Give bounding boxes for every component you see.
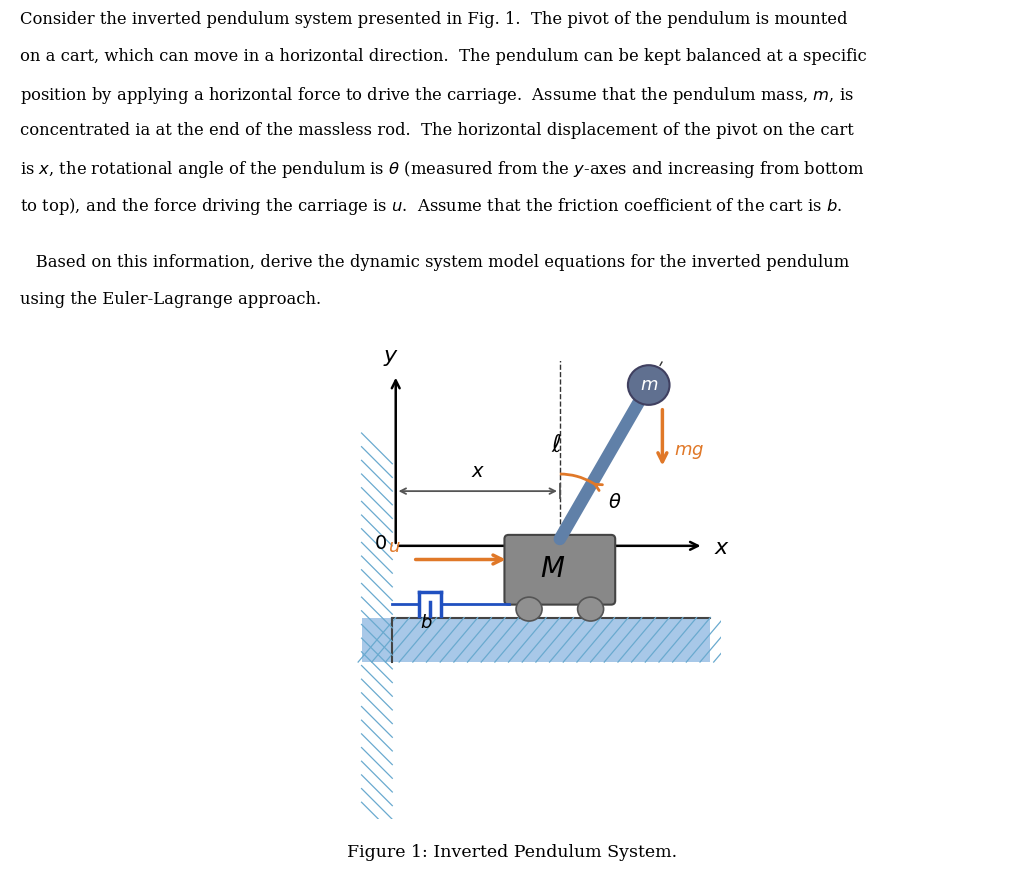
Polygon shape bbox=[361, 618, 392, 662]
Text: Based on this information, derive the dynamic system model equations for the inv: Based on this information, derive the dy… bbox=[20, 254, 850, 270]
Text: $mg$: $mg$ bbox=[675, 443, 705, 461]
Text: Consider the inverted pendulum system presented in Fig. 1.  The pivot of the pen: Consider the inverted pendulum system pr… bbox=[20, 11, 848, 27]
Text: using the Euler-Lagrange approach.: using the Euler-Lagrange approach. bbox=[20, 291, 322, 307]
Text: $b$: $b$ bbox=[420, 614, 433, 632]
Text: $x$: $x$ bbox=[714, 537, 730, 559]
Polygon shape bbox=[392, 618, 711, 662]
Ellipse shape bbox=[628, 366, 670, 405]
Ellipse shape bbox=[516, 597, 542, 621]
Ellipse shape bbox=[578, 597, 603, 621]
Text: position by applying a horizontal force to drive the carriage.  Assume that the : position by applying a horizontal force … bbox=[20, 85, 854, 106]
Text: $0$: $0$ bbox=[374, 535, 387, 553]
Text: $M$: $M$ bbox=[541, 556, 565, 583]
Text: $u$: $u$ bbox=[388, 538, 400, 556]
Text: Figure 1: Inverted Pendulum System.: Figure 1: Inverted Pendulum System. bbox=[347, 844, 677, 861]
Text: to top), and the force driving the carriage is $u$.  Assume that the friction co: to top), and the force driving the carri… bbox=[20, 196, 843, 217]
Text: $y$: $y$ bbox=[383, 346, 398, 368]
Text: $m$: $m$ bbox=[640, 376, 657, 394]
Text: on a cart, which can move in a horizontal direction.  The pendulum can be kept b: on a cart, which can move in a horizonta… bbox=[20, 48, 867, 64]
Text: is $x$, the rotational angle of the pendulum is $\theta$ (measured from the $y$-: is $x$, the rotational angle of the pend… bbox=[20, 159, 865, 180]
Text: $\theta$: $\theta$ bbox=[607, 493, 622, 512]
Text: concentrated ia at the end of the massless rod.  The horizontal displacement of : concentrated ia at the end of the massle… bbox=[20, 122, 854, 138]
Text: $\ell$: $\ell$ bbox=[551, 433, 562, 456]
FancyBboxPatch shape bbox=[505, 535, 615, 604]
Text: $x$: $x$ bbox=[471, 463, 485, 481]
